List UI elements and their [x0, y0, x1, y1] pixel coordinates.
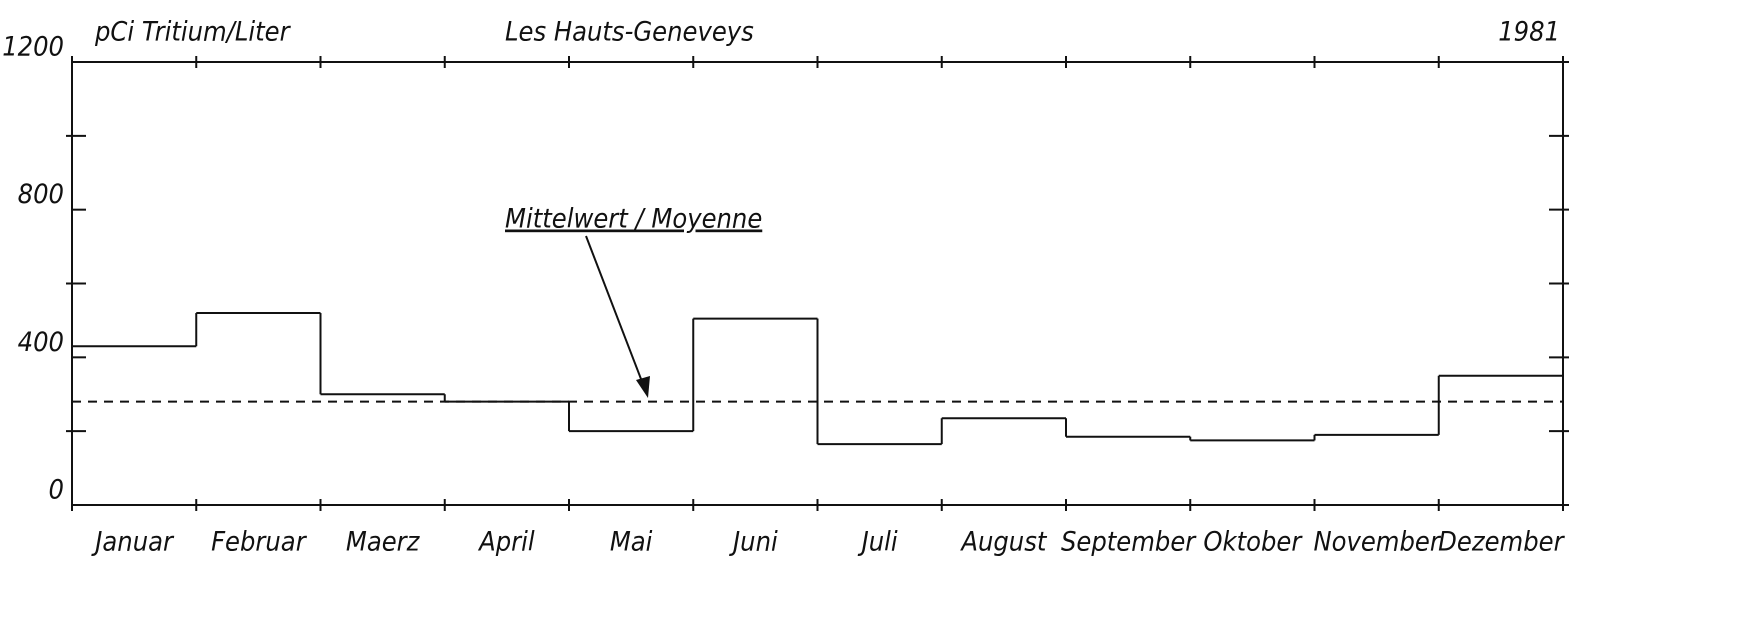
x-tick-label: Februar [211, 527, 308, 558]
x-tick-label: April [477, 527, 535, 558]
x-tick-label: Dezember [1438, 527, 1565, 558]
y-tick-label: 400 [18, 327, 64, 358]
x-tick-label: September [1061, 527, 1197, 558]
x-tick-label: November [1313, 527, 1441, 558]
arrow-head [636, 376, 650, 398]
x-tick-label: August [959, 527, 1047, 558]
y-tick-label: 1200 [2, 32, 64, 63]
x-tick-label: Oktober [1203, 527, 1303, 558]
x-tick-label: Januar [91, 527, 175, 558]
x-tick-label: Juni [729, 527, 778, 558]
y-tick-label: 800 [18, 179, 64, 210]
x-tick-label: Mai [610, 527, 653, 558]
annotation-arrow [585, 235, 647, 393]
y-tick-label: 0 [49, 475, 64, 506]
chart-title: Les Hauts-Geneveys [505, 17, 754, 48]
y-axis-label: pCi Tritium/Liter [94, 17, 292, 48]
x-tick-label: Juli [858, 527, 898, 558]
chart-subtitle: 1981 [1498, 17, 1560, 48]
x-tick-label: Maerz [346, 527, 421, 558]
annotation: Mittelwert / Moyenne [505, 204, 762, 235]
